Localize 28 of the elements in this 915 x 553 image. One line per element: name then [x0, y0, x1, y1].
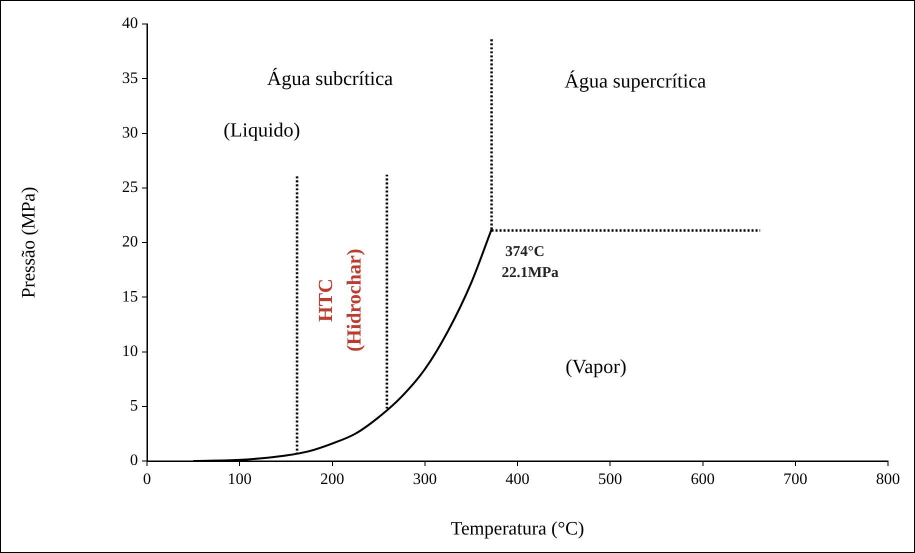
- y-tick-label: 35: [122, 70, 138, 87]
- annotation: Água supercrítica: [564, 69, 706, 92]
- y-tick-label: 25: [122, 179, 138, 196]
- x-tick-label: 300: [412, 470, 437, 488]
- annotation: Água subcrítica: [266, 67, 394, 90]
- x-tick-label: 500: [598, 470, 622, 488]
- x-axis-title: Temperatura (°C): [450, 518, 584, 540]
- y-tick-label: 0: [130, 452, 138, 470]
- y-tick-label: 20: [122, 234, 138, 251]
- y-axis-title: Pressão (MPa): [18, 186, 40, 298]
- annotation: 22.1MPa: [502, 264, 560, 281]
- annotation: (Vapor): [566, 356, 627, 378]
- x-tick-label: 600: [690, 470, 715, 488]
- y-tick-label: 5: [130, 398, 138, 415]
- x-tick-label: 700: [783, 470, 808, 488]
- x-tick-label: 400: [506, 470, 530, 488]
- y-tick-label: 40: [122, 15, 138, 32]
- annotation: HTC: [315, 278, 338, 322]
- x-tick-label: 200: [320, 470, 344, 488]
- annotation: (Liquido): [224, 119, 300, 142]
- x-tick-label: 100: [228, 470, 252, 488]
- y-tick-label: 10: [122, 342, 138, 360]
- x-tick-label: 0: [143, 470, 151, 488]
- annotation: 374°C: [505, 244, 545, 260]
- annotation: (Hidrochar): [343, 248, 366, 352]
- x-tick-label: 800: [876, 470, 900, 488]
- y-tick-label: 30: [122, 124, 138, 142]
- y-tick-label: 15: [122, 288, 138, 306]
